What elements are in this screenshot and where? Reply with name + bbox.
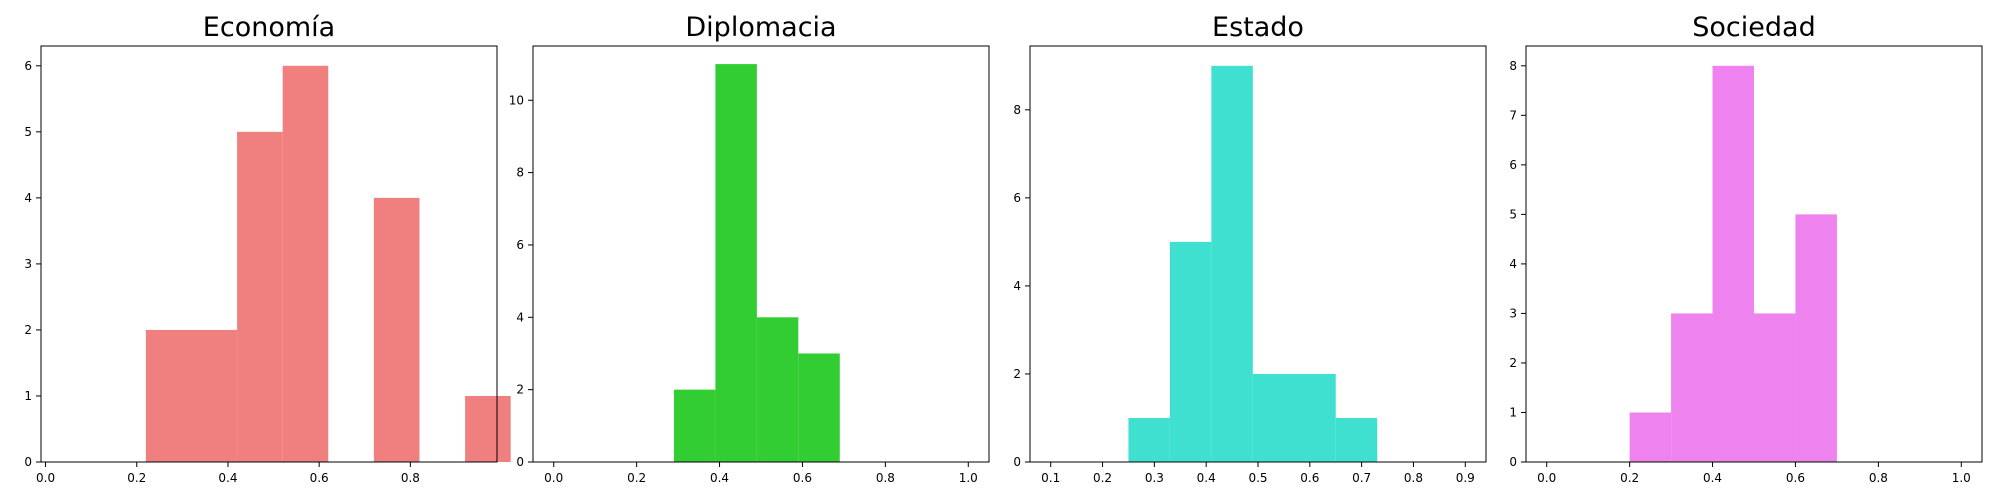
y-tick-label: 5 (1509, 207, 1517, 221)
panel-title: Diplomacia (685, 12, 836, 43)
y-tick-label: 0 (516, 455, 524, 469)
y-tick-label: 2 (1013, 367, 1021, 381)
histogram-bar (1169, 241, 1212, 462)
y-tick-label: 4 (1013, 279, 1021, 293)
x-tick-label: 0.8 (401, 471, 420, 485)
histogram-bar (1795, 214, 1837, 462)
histogram-bar (798, 353, 840, 462)
y-tick-label: 5 (24, 125, 32, 139)
histogram-bar (1252, 373, 1336, 462)
histogram-bar (1211, 65, 1253, 463)
histogram-bar (756, 317, 799, 462)
y-tick-label: 2 (516, 383, 524, 397)
y-tick-label: 10 (509, 93, 524, 107)
histogram-bar (373, 197, 420, 462)
histogram-bar (145, 329, 238, 462)
plot-frame (532, 45, 990, 463)
y-tick-label: 6 (1013, 191, 1021, 205)
x-tick-label: 0.0 (1537, 471, 1556, 485)
x-tick-label: 0.8 (876, 471, 895, 485)
histogram-panel-2: 0.0 0.2 0.4 0.6 0.8 1.0 0 2 4 6 8 10 Diplomacia (509, 12, 990, 485)
histogram-bar (465, 395, 511, 462)
x-tick-label: 0.1 (1041, 471, 1060, 485)
y-tick-label: 7 (1509, 108, 1517, 122)
histogram-panel-3: 0.1 0.2 0.3 0.4 0.5 0.6 0.7 0.8 0.9 0 2 4 6 8 Estado (1013, 12, 1487, 485)
x-tick-label: 0.4 (1703, 471, 1722, 485)
histogram-bar (282, 65, 329, 463)
x-tick-label: 0.8 (1404, 471, 1423, 485)
y-tick-label: 8 (1509, 59, 1517, 73)
x-tick-label: 0.5 (1248, 471, 1267, 485)
x-tick-label: 0.3 (1145, 471, 1164, 485)
y-tick-label: 3 (1509, 306, 1517, 320)
x-tick-label: 0.0 (544, 471, 563, 485)
histogram-bar (1335, 417, 1378, 462)
x-tick-label: 0.6 (310, 471, 329, 485)
x-tick-label: 0.2 (627, 471, 646, 485)
x-tick-label: 0.7 (1352, 471, 1371, 485)
y-tick-label: 4 (1509, 257, 1517, 271)
histogram-bar (1671, 313, 1713, 462)
histogram-bar (673, 389, 716, 462)
y-tick-label: 8 (1013, 103, 1021, 117)
x-tick-label: 0.0 (36, 471, 55, 485)
x-tick-label: 0.6 (793, 471, 812, 485)
x-tick-label: 0.2 (127, 471, 146, 485)
histogram-bar (1712, 65, 1754, 463)
y-tick-label: 3 (24, 257, 32, 271)
y-tick-label: 4 (24, 191, 32, 205)
x-tick-label: 0.2 (1620, 471, 1639, 485)
x-tick-label: 1.0 (1952, 471, 1971, 485)
y-tick-label: 1 (1509, 405, 1517, 419)
x-tick-label: 0.8 (1869, 471, 1888, 485)
plot-frame (40, 45, 498, 463)
x-tick-label: 0.4 (218, 471, 237, 485)
histogram-bar (1754, 313, 1796, 462)
y-tick-label: 0 (1509, 455, 1517, 469)
panel-title: Estado (1212, 12, 1304, 43)
y-tick-label: 8 (516, 166, 524, 180)
histogram-panel-1: 0.0 0.2 0.4 0.6 0.8 0 1 2 3 4 5 6 Economía (24, 12, 511, 485)
histogram-bar (1629, 412, 1672, 462)
y-tick-label: 1 (24, 389, 32, 403)
y-tick-label: 6 (24, 59, 32, 73)
y-tick-label: 2 (24, 323, 32, 337)
x-tick-label: 0.4 (1197, 471, 1216, 485)
x-tick-label: 0.4 (710, 471, 729, 485)
plot-frame (1525, 45, 1983, 463)
panel-title: Economía (203, 12, 335, 43)
histogram-bar (1128, 417, 1170, 462)
y-tick-label: 2 (1509, 356, 1517, 370)
x-tick-label: 0.6 (1300, 471, 1319, 485)
panel-title: Sociedad (1692, 12, 1815, 43)
histogram-panel-4: 0.0 0.2 0.4 0.6 0.8 1.0 0 1 2 3 4 5 6 7 8 Sociedad (1509, 12, 1983, 485)
y-tick-label: 0 (24, 455, 32, 469)
x-tick-label: 0.9 (1456, 471, 1475, 485)
y-tick-label: 4 (516, 310, 524, 324)
y-tick-label: 6 (1509, 158, 1517, 172)
y-tick-label: 0 (1013, 455, 1021, 469)
x-tick-label: 0.6 (1786, 471, 1805, 485)
x-tick-label: 0.2 (1093, 471, 1112, 485)
histogram-bar (715, 64, 757, 462)
y-tick-label: 6 (516, 238, 524, 252)
histogram-bar (237, 131, 283, 463)
x-tick-label: 1.0 (959, 471, 978, 485)
